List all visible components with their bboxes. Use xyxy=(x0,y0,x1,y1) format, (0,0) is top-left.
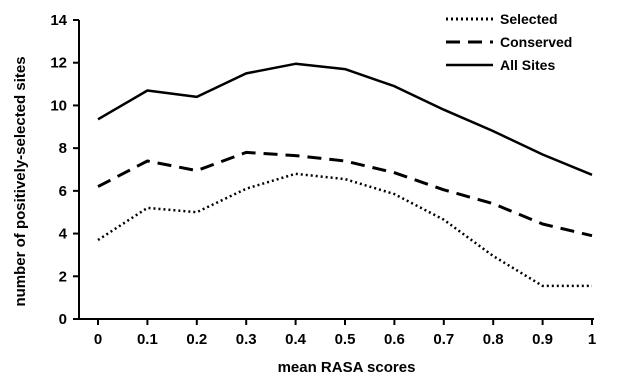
y-tick-label: 0 xyxy=(59,311,67,328)
legend-label: Conserved xyxy=(500,34,572,50)
series-line-all-sites xyxy=(97,62,593,176)
y-tick-label: 8 xyxy=(59,140,67,157)
y-tick-label: 2 xyxy=(59,268,67,285)
x-tick-label: 0.3 xyxy=(236,331,257,348)
axes xyxy=(78,20,594,320)
x-axis-title: mean RASA scores xyxy=(278,359,416,376)
series-layer xyxy=(97,62,593,288)
x-tick-label: 0.1 xyxy=(137,331,158,348)
legend: Selected Conserved All Sites xyxy=(446,11,572,73)
x-tick-label: 0.4 xyxy=(285,331,307,348)
y-tick-label: 12 xyxy=(50,55,67,72)
legend-label: Selected xyxy=(500,11,558,27)
y-tick-label: 14 xyxy=(50,12,67,29)
x-tick-label: 0.5 xyxy=(335,331,356,348)
series-line-selected xyxy=(97,172,592,288)
x-ticks: 0 0.1 0.2 0.3 0.4 0.5 0.6 0.7 0.8 0.9 1 xyxy=(94,319,596,348)
y-tick-label: 6 xyxy=(59,183,67,200)
x-tick-label: 0.8 xyxy=(483,331,504,348)
x-tick-label: 0.9 xyxy=(532,331,553,348)
x-tick-label: 1 xyxy=(588,331,596,348)
x-tick-label: 0.2 xyxy=(186,331,207,348)
y-tick-label: 10 xyxy=(50,97,67,114)
x-tick-label: 0.7 xyxy=(433,331,454,348)
y-ticks: 0 2 4 6 8 10 12 14 xyxy=(50,12,79,328)
y-tick-label: 4 xyxy=(59,226,68,243)
legend-label: All Sites xyxy=(500,57,555,73)
x-tick-label: 0.6 xyxy=(384,331,405,348)
series-line-conserved xyxy=(97,150,593,238)
y-axis-title: number of positively-selected sites xyxy=(12,56,29,306)
x-tick-label: 0 xyxy=(94,331,102,348)
